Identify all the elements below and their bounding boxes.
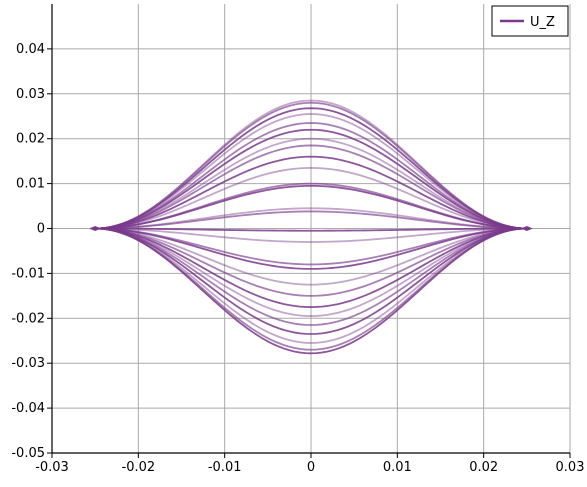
- y-tick-label: 0.01: [16, 177, 45, 192]
- series-line: [95, 227, 527, 317]
- series-line: [95, 166, 527, 230]
- x-tick-label: 0: [307, 460, 315, 475]
- x-axis-ticks: -0.03 -0.02 -0.01 0 0.01 0.02 0.03: [35, 453, 584, 475]
- series-line: [95, 101, 527, 230]
- series-line: [95, 113, 527, 230]
- y-tick-label: 0: [37, 222, 45, 237]
- x-tick-label: -0.02: [122, 460, 156, 475]
- y-tick-label: -0.04: [11, 401, 45, 416]
- series-line: [95, 107, 527, 230]
- series-line: [95, 227, 527, 308]
- series-line: [95, 227, 527, 355]
- series-line: [95, 128, 527, 230]
- series-line: [95, 227, 527, 243]
- y-tick-label: 0.03: [16, 87, 45, 102]
- y-axis-ticks: 0.04 0.03 0.02 0.01 0 -0.01 -0.02 -0.03 -0.04 -0.…: [11, 42, 52, 461]
- endpoint-marker: [89, 226, 102, 231]
- series-line: [95, 227, 527, 270]
- series-line: [95, 155, 527, 230]
- series-line: [95, 210, 527, 230]
- y-tick-label: -0.02: [11, 311, 45, 326]
- series-line: [95, 227, 527, 232]
- series-line: [95, 227, 527, 297]
- series-line: [95, 227, 527, 326]
- y-tick-label: -0.03: [11, 356, 45, 371]
- series-line: [95, 144, 527, 230]
- legend-label: U_Z: [530, 15, 555, 30]
- series-line: [95, 227, 527, 344]
- series-line: [95, 227, 527, 335]
- endpoint-marker: [520, 226, 533, 231]
- x-tick-label: -0.03: [35, 460, 69, 475]
- y-tick-label: -0.01: [11, 266, 45, 281]
- series-line: [95, 184, 527, 230]
- x-tick-label: 0.03: [556, 460, 585, 475]
- x-tick-label: 0.01: [383, 460, 412, 475]
- series-line: [95, 227, 527, 266]
- series-line: [95, 122, 527, 230]
- series-line: [95, 137, 527, 230]
- x-tick-label: -0.01: [208, 460, 242, 475]
- x-tick-label: 0.02: [469, 460, 498, 475]
- y-tick-label: -0.05: [11, 446, 45, 461]
- legend: U_Z: [491, 5, 569, 37]
- series-line: [95, 227, 527, 286]
- y-tick-label: 0.02: [16, 132, 45, 147]
- y-tick-label: 0.04: [16, 42, 45, 57]
- curves: [89, 99, 533, 355]
